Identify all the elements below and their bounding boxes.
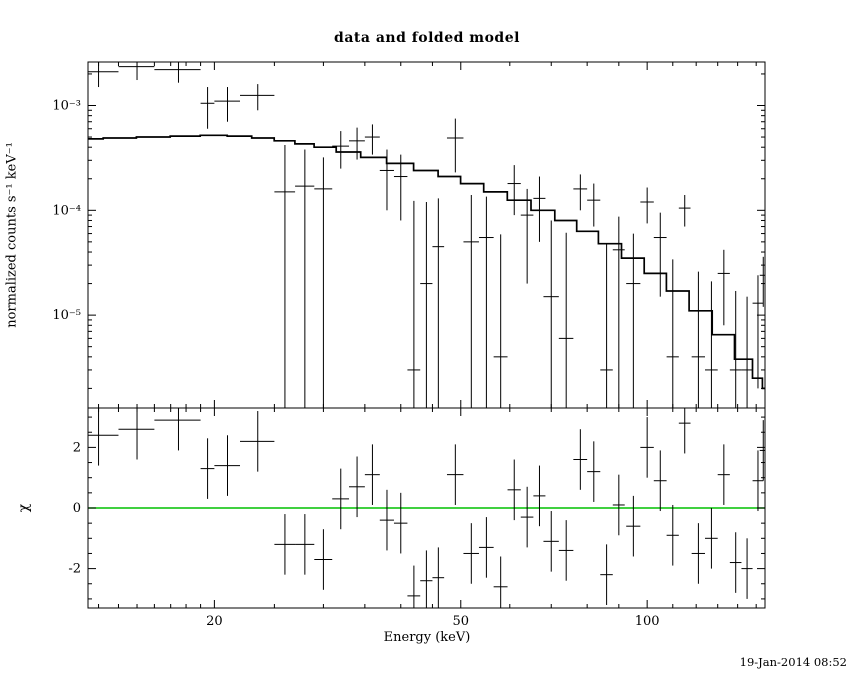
page-title: data and folded model <box>334 30 520 46</box>
y-axis-label-chi: χ <box>16 503 32 513</box>
y-tick-label-counts: 10⁻⁵ <box>52 308 81 323</box>
y-tick-label-chi: 2 <box>73 440 81 455</box>
timestamp: 19-Jan-2014 08:52 <box>739 655 847 669</box>
residual-data-points <box>88 408 765 608</box>
x-tick-label: 100 <box>635 614 660 629</box>
x-tick-label: 50 <box>452 614 469 629</box>
y-tick-label-counts: 10⁻³ <box>52 98 81 113</box>
y-tick-label-counts: 10⁻⁴ <box>52 203 81 218</box>
residual-panel-data <box>88 408 765 608</box>
y-axis-label-counts: normalized counts s⁻¹ keV⁻¹ <box>4 142 20 328</box>
y-tick-label-chi: 0 <box>73 501 81 516</box>
spectrum-data-points <box>88 62 765 408</box>
y-tick-label-chi: -2 <box>68 562 81 577</box>
x-tick-label: 20 <box>206 614 223 629</box>
model-curve <box>88 134 765 390</box>
x-axis-label: Energy (keV) <box>383 630 471 645</box>
top-panel-data <box>88 62 765 408</box>
